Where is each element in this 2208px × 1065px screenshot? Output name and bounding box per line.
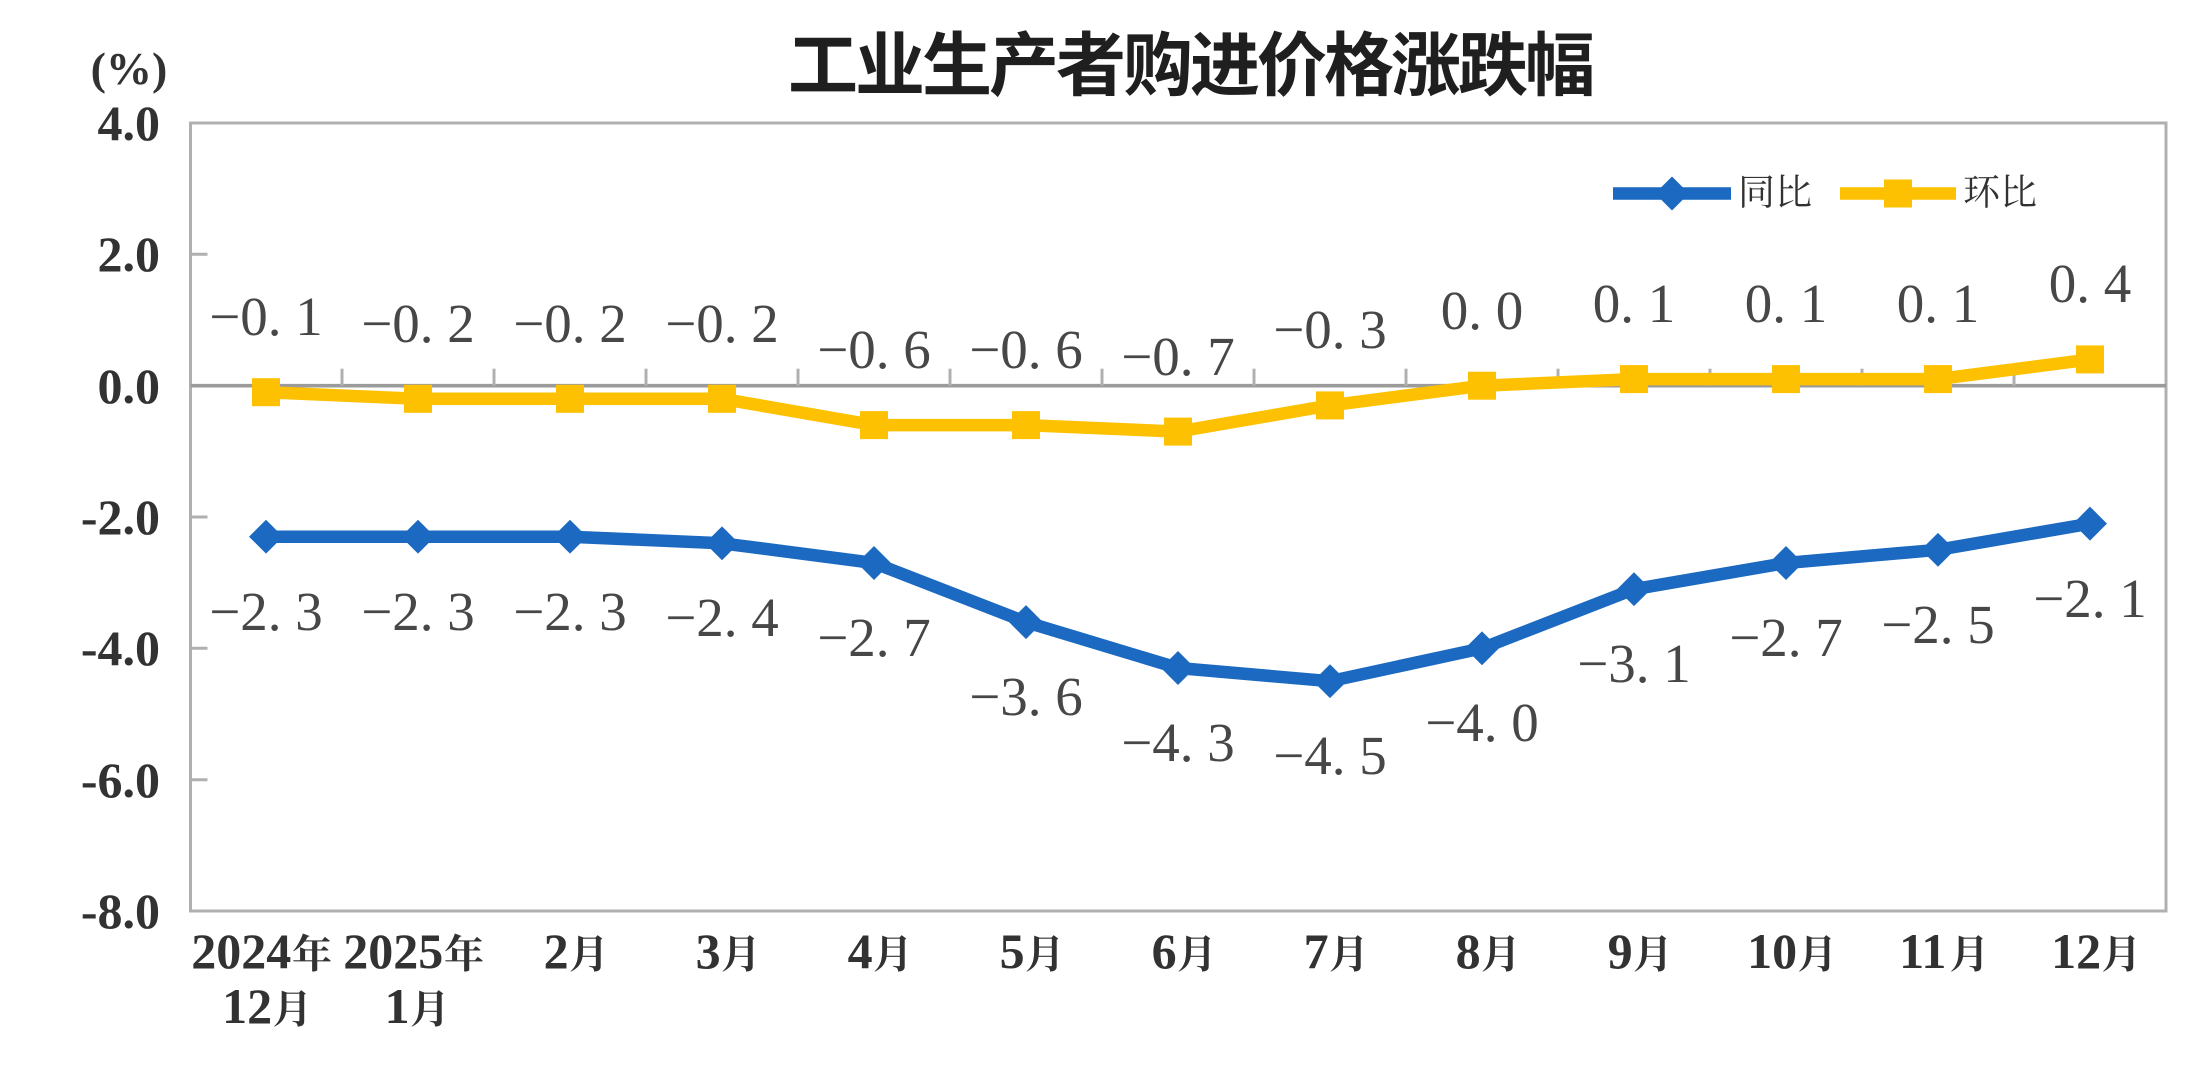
svg-text:−2. 7: −2. 7	[1729, 607, 1843, 668]
svg-text:-8.0: -8.0	[81, 883, 160, 939]
svg-text:−0. 2: −0. 2	[513, 293, 627, 354]
svg-text:2025: 2025	[343, 923, 443, 979]
svg-text:5: 5	[1000, 923, 1025, 979]
svg-text:-4.0: -4.0	[81, 620, 160, 676]
svg-text:−0. 1: −0. 1	[209, 286, 323, 347]
svg-text:−0. 6: −0. 6	[817, 319, 931, 380]
svg-text:4: 4	[848, 923, 873, 979]
svg-text:−3. 6: −3. 6	[969, 666, 1083, 727]
svg-text:4.0: 4.0	[98, 95, 161, 151]
svg-text:6: 6	[1152, 923, 1177, 979]
svg-text:7: 7	[1304, 923, 1329, 979]
svg-text:0. 0: 0. 0	[1441, 280, 1524, 341]
svg-text:0. 1: 0. 1	[1745, 273, 1828, 334]
svg-text:−4. 5: −4. 5	[1273, 725, 1387, 786]
svg-text:1: 1	[385, 978, 410, 1034]
svg-text:−0. 7: −0. 7	[1121, 326, 1235, 387]
svg-text:-2.0: -2.0	[81, 489, 160, 545]
svg-text:0.0: 0.0	[98, 358, 161, 414]
svg-text:11: 11	[1899, 923, 1946, 979]
svg-text:2.0: 2.0	[98, 226, 161, 282]
svg-text:0. 1: 0. 1	[1897, 273, 1980, 334]
svg-text:−4. 0: −4. 0	[1425, 692, 1539, 753]
svg-text:2024: 2024	[191, 923, 291, 979]
svg-text:−3. 1: −3. 1	[1577, 633, 1691, 694]
svg-text:(%): (%)	[91, 43, 168, 94]
svg-text:−2. 5: −2. 5	[1881, 594, 1995, 655]
svg-text:−2. 4: −2. 4	[665, 587, 779, 648]
svg-text:−2. 3: −2. 3	[361, 581, 475, 642]
svg-text:3: 3	[696, 923, 721, 979]
svg-text:−2. 1: −2. 1	[2033, 568, 2147, 629]
svg-text:−2. 7: −2. 7	[817, 607, 931, 668]
svg-text:−0. 2: −0. 2	[665, 293, 779, 354]
svg-text:−2. 3: −2. 3	[513, 581, 627, 642]
svg-text:10: 10	[1747, 923, 1797, 979]
svg-text:12: 12	[2051, 923, 2101, 979]
svg-text:8: 8	[1456, 923, 1481, 979]
svg-text:-6.0: -6.0	[81, 752, 160, 808]
svg-text:−0. 2: −0. 2	[361, 293, 475, 354]
svg-text:−0. 3: −0. 3	[1273, 299, 1387, 360]
svg-text:0. 1: 0. 1	[1593, 273, 1676, 334]
svg-text:−2. 3: −2. 3	[209, 581, 323, 642]
svg-text:−4. 3: −4. 3	[1121, 712, 1235, 773]
svg-text:−0. 6: −0. 6	[969, 319, 1083, 380]
svg-text:2: 2	[544, 923, 569, 979]
svg-text:9: 9	[1608, 923, 1633, 979]
svg-text:0. 4: 0. 4	[2049, 253, 2132, 314]
svg-text:12: 12	[222, 978, 272, 1034]
